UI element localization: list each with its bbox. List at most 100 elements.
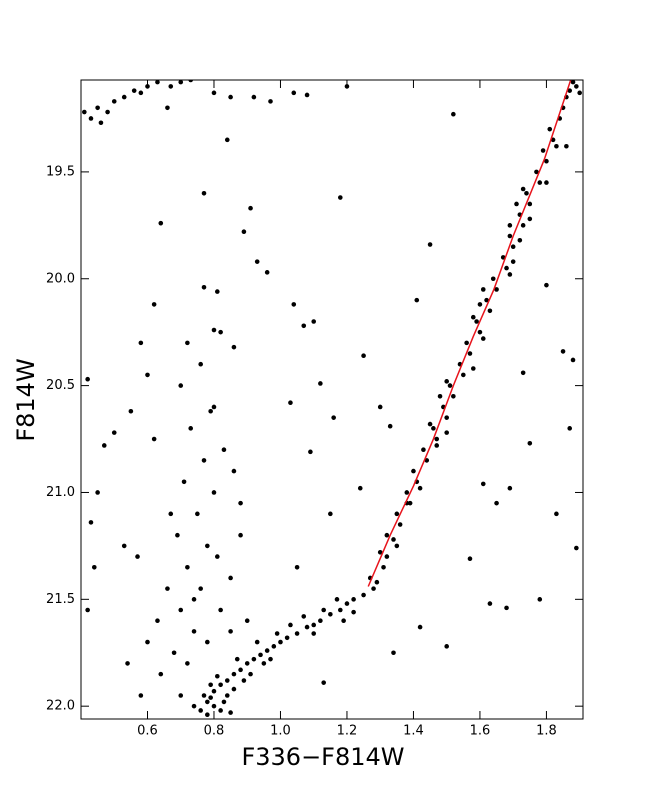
data-point <box>507 272 513 277</box>
data-point <box>291 90 297 96</box>
data-point <box>437 393 443 399</box>
data-point <box>477 329 483 335</box>
data-point <box>421 447 426 453</box>
data-point <box>567 426 573 431</box>
data-point <box>480 336 486 341</box>
data-point <box>248 205 253 211</box>
data-point <box>507 233 513 239</box>
plot-frame <box>80 79 584 720</box>
x-tick-label: 1.2 <box>337 724 358 739</box>
data-point <box>381 564 386 570</box>
data-point <box>544 158 549 164</box>
data-point <box>537 597 543 602</box>
data-point <box>294 631 300 636</box>
data-point <box>361 353 366 358</box>
data-point <box>238 532 243 538</box>
data-point <box>397 522 403 527</box>
data-point <box>507 485 513 491</box>
data-point <box>238 500 243 506</box>
data-point <box>467 556 473 562</box>
data-point <box>231 344 237 350</box>
data-point <box>544 180 549 185</box>
data-point <box>377 404 383 410</box>
data-point <box>284 635 290 641</box>
data-point <box>520 223 526 228</box>
data-point <box>95 490 100 495</box>
data-point <box>111 430 117 435</box>
data-point <box>394 543 400 549</box>
data-point <box>444 379 449 384</box>
data-point <box>205 543 210 549</box>
data-point <box>211 90 217 96</box>
data-point <box>231 468 237 474</box>
data-point <box>138 90 144 96</box>
data-point <box>211 404 217 410</box>
data-point <box>404 490 410 495</box>
y-tick-label: 20.5 <box>46 378 75 393</box>
data-point <box>85 607 90 613</box>
data-point <box>431 426 436 431</box>
data-point <box>301 323 307 329</box>
y-tick-label: 19.5 <box>46 164 75 179</box>
data-point <box>121 94 127 100</box>
data-point <box>244 661 250 666</box>
data-point <box>215 554 220 559</box>
data-point <box>121 543 127 549</box>
data-point <box>451 393 456 399</box>
data-point <box>411 468 416 474</box>
data-point <box>218 607 223 613</box>
data-point <box>111 99 117 104</box>
data-point <box>341 618 346 623</box>
data-point <box>201 693 207 698</box>
data-point <box>155 618 160 623</box>
data-point <box>268 99 273 104</box>
data-point <box>98 120 104 126</box>
data-point <box>304 92 310 98</box>
data-point <box>218 329 223 335</box>
data-point <box>165 586 170 591</box>
plot-area <box>82 80 582 718</box>
data-point <box>181 479 187 485</box>
data-point <box>264 648 270 653</box>
x-tick-label: 1.6 <box>470 724 491 739</box>
data-point <box>218 708 223 713</box>
data-point <box>251 94 257 100</box>
data-point <box>198 586 203 591</box>
data-point <box>254 259 260 264</box>
data-point <box>201 190 207 196</box>
data-point <box>480 481 486 487</box>
data-point <box>185 564 190 570</box>
data-point <box>434 443 440 448</box>
data-point <box>228 94 233 100</box>
data-point <box>417 624 423 630</box>
data-point <box>208 695 213 700</box>
data-point <box>574 84 579 89</box>
data-point <box>318 618 323 623</box>
data-point <box>524 190 529 196</box>
data-point <box>371 586 376 591</box>
data-point <box>527 201 533 207</box>
data-point <box>244 618 250 623</box>
data-point <box>291 302 297 307</box>
data-point <box>464 340 469 346</box>
data-point <box>351 609 356 615</box>
data-point <box>427 421 433 427</box>
data-point <box>574 545 579 551</box>
data-point <box>544 282 549 288</box>
data-point <box>494 287 499 292</box>
data-point <box>461 372 466 378</box>
data-point <box>158 220 164 226</box>
data-point <box>158 671 164 677</box>
data-point <box>487 308 493 314</box>
data-point <box>414 297 420 303</box>
data-point <box>417 485 423 491</box>
data-point <box>198 708 203 713</box>
data-point <box>145 372 150 378</box>
data-point <box>451 111 456 117</box>
data-point <box>228 629 233 634</box>
data-point <box>537 180 543 185</box>
data-point <box>311 319 317 324</box>
data-point <box>191 597 197 602</box>
x-tick-label: 0.8 <box>204 724 225 739</box>
